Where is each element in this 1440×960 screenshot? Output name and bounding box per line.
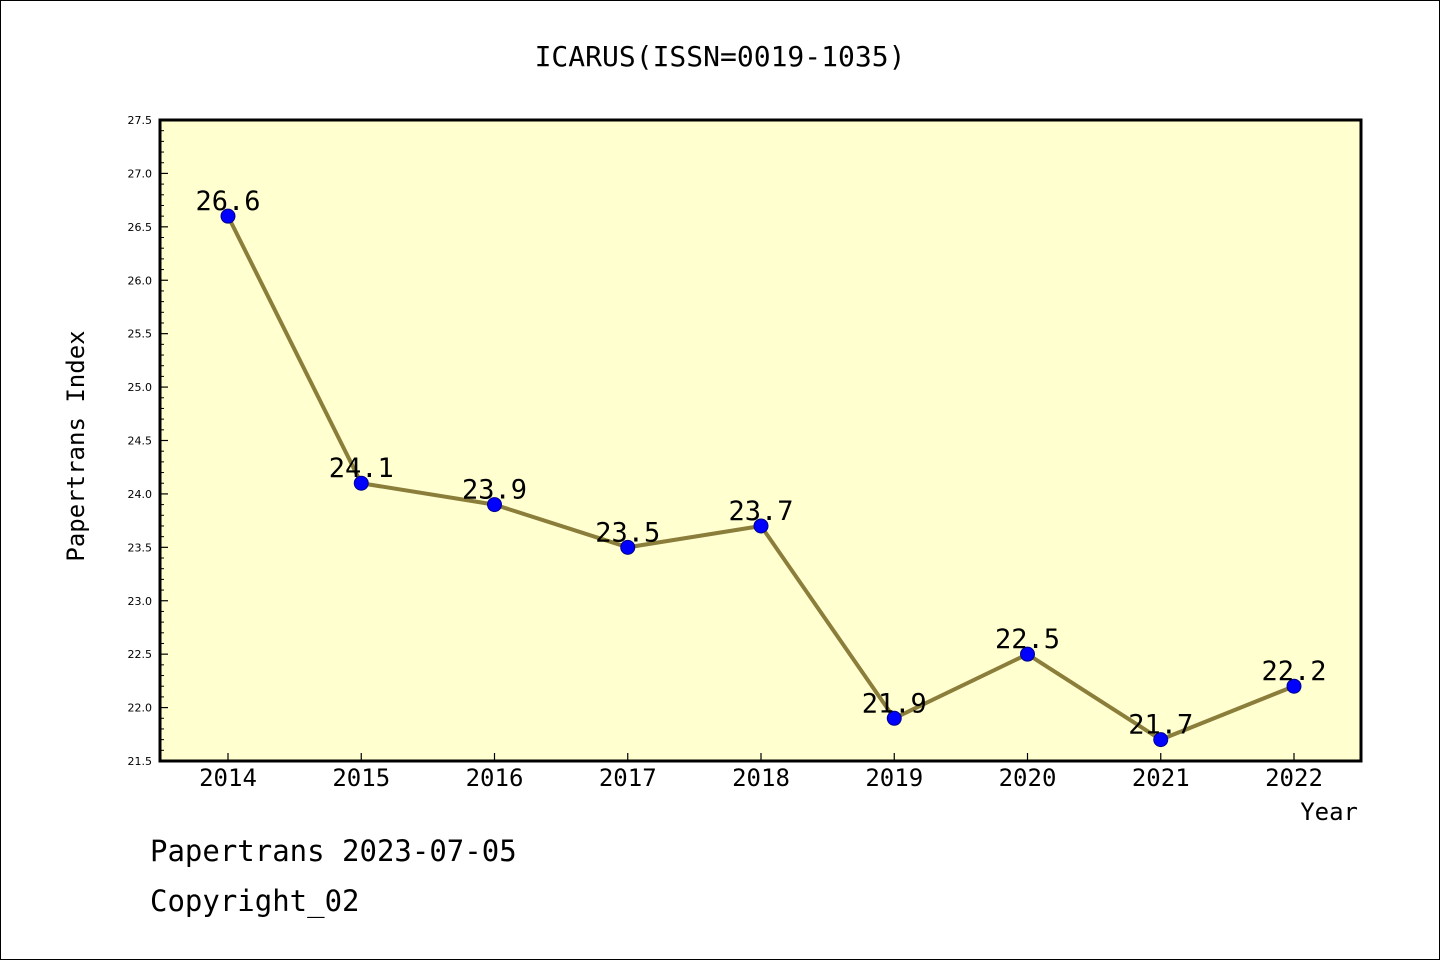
y-tick-label: 21.5 xyxy=(128,755,153,768)
data-label: 21.7 xyxy=(1128,710,1193,741)
x-tick-label: 2022 xyxy=(1265,764,1323,792)
y-tick-label: 26.0 xyxy=(128,274,153,287)
x-tick-label: 2020 xyxy=(999,764,1057,792)
y-tick-label: 25.0 xyxy=(128,381,153,394)
data-label: 23.9 xyxy=(462,475,527,506)
y-tick-label: 24.5 xyxy=(128,435,153,448)
data-point xyxy=(753,518,769,534)
y-tick-label: 24.0 xyxy=(128,488,153,501)
x-tick-label: 2016 xyxy=(466,764,524,792)
data-point xyxy=(886,710,902,726)
x-tick-label: 2017 xyxy=(599,764,657,792)
y-tick-label: 25.5 xyxy=(128,328,153,341)
x-tick-label: 2021 xyxy=(1132,764,1190,792)
data-label: 23.7 xyxy=(728,496,793,527)
y-tick-label: 27.5 xyxy=(128,114,153,127)
footer-copyright-text: Copyright_02 xyxy=(150,884,360,918)
y-axis-label: Papertrans Index xyxy=(62,330,90,561)
x-tick-label: 2015 xyxy=(332,764,390,792)
y-tick-label: 22.5 xyxy=(128,648,153,661)
data-label: 22.5 xyxy=(995,624,1060,655)
series-line-group: 26.6 24.1 23.9 23.5 23.7 21.9 22.5 21.7 22.2 xyxy=(195,186,1327,748)
x-axis-label: Year xyxy=(1300,798,1358,826)
x-tick-label: 2018 xyxy=(732,764,790,792)
data-label: 21.9 xyxy=(862,688,927,719)
y-tick-label: 22.0 xyxy=(128,702,153,715)
y-tick-label: 27.0 xyxy=(128,167,153,180)
chart-title: ICARUS(ISSN=0019-1035) xyxy=(535,40,906,73)
x-tick-label: 2019 xyxy=(865,764,923,792)
data-point xyxy=(1286,678,1302,694)
y-axis: 21.5 22.0 22.5 23.0 23.5 24.0 24.5 25.0 25.5 26.0… xyxy=(128,114,168,768)
data-point xyxy=(1153,732,1169,748)
data-point xyxy=(220,208,236,224)
data-point xyxy=(353,475,369,491)
y-tick-label: 23.5 xyxy=(128,541,153,554)
data-label: 26.6 xyxy=(195,186,260,217)
footer-date-text: Papertrans 2023-07-05 xyxy=(150,834,517,868)
data-point xyxy=(487,497,502,513)
x-axis: 2014 2015 2016 2017 2018 2019 2020 2021 2022 xyxy=(199,753,1323,792)
data-point xyxy=(1020,646,1035,662)
data-label: 23.5 xyxy=(595,517,660,548)
data-label: 22.2 xyxy=(1261,656,1326,687)
y-tick-label: 23.0 xyxy=(128,595,153,608)
data-point xyxy=(620,539,636,555)
data-label: 24.1 xyxy=(329,453,394,484)
plot-area xyxy=(158,118,1363,763)
x-tick-label: 2014 xyxy=(199,764,257,792)
y-tick-label: 26.5 xyxy=(128,221,153,234)
